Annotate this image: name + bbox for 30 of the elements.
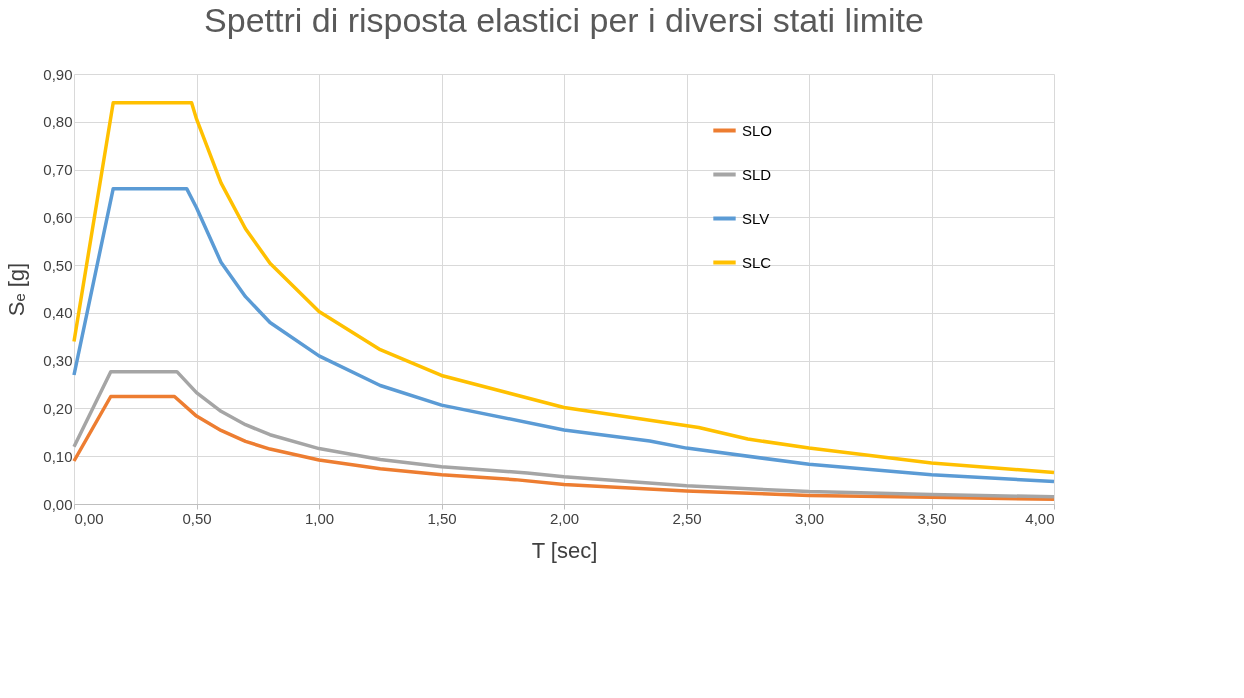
x-tick-label: 4,00 [1025, 509, 1055, 527]
y-tick-label: 0,80 [43, 113, 73, 131]
x-tick-label: 3,50 [917, 509, 947, 527]
y-tick-label: 0,20 [43, 399, 73, 417]
x-tick-label: 1,00 [304, 509, 335, 527]
x-axis-title: T [sec] [531, 537, 598, 563]
legend-label: SLV [742, 209, 770, 227]
y-tick-label: 0,10 [43, 447, 73, 465]
y-axis-title: Sₑ [g] [4, 262, 30, 317]
y-tick-label: 0,70 [43, 161, 73, 179]
legend-label: SLC [742, 253, 772, 271]
x-tick-label: 0,50 [182, 509, 212, 527]
x-tick-label: 3,00 [794, 509, 825, 527]
x-tick-label: 2,50 [672, 509, 702, 527]
legend-label: SLO [742, 121, 773, 139]
y-tick-label: 0,30 [43, 352, 73, 370]
y-tick-label: 0,60 [43, 208, 73, 226]
y-tick-label: 0,00 [43, 495, 73, 513]
y-tick-label: 0,50 [43, 256, 73, 274]
x-tick-label: 2,00 [549, 509, 580, 527]
y-tick-label: 0,90 [43, 65, 73, 83]
x-tick-label: 0,00 [74, 509, 104, 527]
line-series [72, 100, 1056, 475]
line-series [72, 394, 1056, 501]
x-tick-label: 1,50 [427, 509, 457, 527]
y-tick-label: 0,40 [43, 304, 73, 322]
line-series [72, 369, 1056, 499]
line-series [72, 186, 1056, 484]
chart-title: Spettri di risposta elastici per i diversi stati limite [204, 1, 924, 39]
legend-label: SLD [742, 165, 772, 183]
